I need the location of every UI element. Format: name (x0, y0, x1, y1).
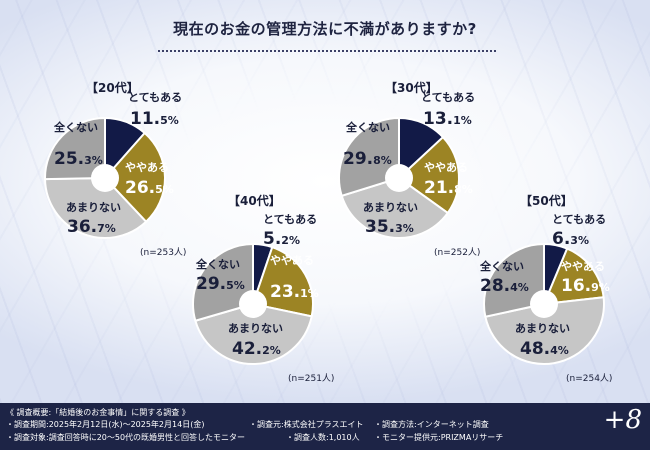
slice-value-label: 23.1% (270, 282, 319, 302)
pie-slice-4 (44, 116, 106, 181)
slice-value-label: 29.8% (343, 149, 392, 169)
slice-category-label: あまりない (363, 201, 418, 214)
page-title: 現在のお金の管理方法に不満がありますか? (173, 20, 477, 38)
pie-chart-30s: 【30代】とてもある 13.1% ややある 21.8% あまりない 35.3% 全くない 29… (338, 80, 480, 258)
charts-area: 【20代】とてもある11.5%ややある26.5%あまりない36.7%全くない25… (43, 80, 612, 384)
pie-slice-3 (484, 296, 605, 365)
slice-value-label: 42.2% (232, 339, 281, 359)
footer-row-2: ・調査対象:調査回答時に20〜50代の既婚男性と回答したモニター ・調査人数:1… (6, 432, 606, 444)
slice-category-label: あまりない (66, 201, 121, 214)
pie-center-hole (239, 290, 267, 318)
slice-value-label: 5.2% (263, 229, 300, 249)
slice-category-label: ややある (561, 260, 605, 273)
title-dotted-rule (158, 50, 496, 52)
pie-chart-40s: 【40代】とてもある 5.2% ややある 23.1% あまりない 42.2% 全くない 29.… (192, 193, 334, 384)
footer-source: ・調査元:株式会社プラスエイト (249, 420, 364, 429)
footer-method: ・調査方法:インターネット調査 (374, 420, 489, 429)
slice-value-label: 13.1% (423, 109, 472, 129)
footer-heading: 《 調査概要:「結婚後のお金事情」に関する調査 》 (6, 408, 190, 417)
pie-chart-50s: 【50代】とてもある 6.3% ややある 16.9% あまりない 48.4% 全くない 28.… (479, 193, 612, 384)
pie-slice-2 (397, 135, 460, 215)
pie-center-hole (91, 164, 119, 192)
slice-category-label: あまりない (228, 322, 283, 335)
sample-size-label: (n=251人) (288, 373, 334, 384)
pie-center-hole (530, 290, 558, 318)
brand-logo: +8 (603, 405, 642, 435)
slice-category-label: 全くない (53, 120, 98, 134)
slice-value-label: 36.7% (67, 217, 116, 237)
pie-group-label: 【40代】 (228, 193, 281, 208)
slice-value-label: 48.4% (520, 339, 569, 359)
slice-value-label: 21.8% (424, 178, 473, 198)
slice-category-label: とてもある (552, 213, 606, 226)
sample-size-label: (n=253人) (140, 247, 186, 258)
slice-value-label: 6.3% (552, 229, 589, 249)
pie-slice-4 (483, 242, 545, 318)
pie-chart-20s: 【20代】とてもある 11.5% ややある 26.5% あまりない 36.7% 全くない 25… (43, 80, 186, 258)
slice-category-label: とてもある (128, 91, 182, 104)
pie-slice-2 (542, 247, 605, 306)
slice-category-label: とてもある (421, 91, 475, 104)
footer-target: ・調査対象:調査回答時に20〜50代の既婚男性と回答したモニター (6, 433, 246, 442)
footer-count: ・調査人数:1,010人 (286, 433, 360, 442)
slice-value-label: 25.3% (54, 149, 103, 169)
slice-category-label: とてもある (263, 213, 317, 226)
footer-provider: ・モニター提供元:PRIZMAリサーチ (374, 433, 504, 442)
slice-category-label: ややある (125, 161, 169, 174)
pie-slice-4 (338, 116, 400, 198)
slice-value-label: 11.5% (130, 109, 179, 129)
footer-period: ・調査期間:2025年2月12日(水)〜2025年2月14日(金) (6, 420, 205, 429)
slice-category-label: ややある (270, 254, 314, 267)
pie-slice-3 (194, 302, 313, 365)
sample-size-label: (n=252人) (434, 247, 480, 258)
survey-footer: 《 調査概要:「結婚後のお金事情」に関する調査 》 ・調査期間:2025年2月1… (0, 403, 650, 450)
slice-category-label: 全くない (479, 259, 524, 273)
slice-category-label: 全くない (195, 257, 240, 271)
slice-category-label: 全くない (345, 120, 390, 134)
pie-slice-4 (192, 242, 254, 322)
slice-category-label: ややある (424, 161, 468, 174)
footer-row-1: ・調査期間:2025年2月12日(水)〜2025年2月14日(金) ・調査元:株… (6, 419, 606, 431)
pie-group-label: 【30代】 (385, 80, 438, 95)
slice-value-label: 35.3% (365, 217, 414, 237)
slice-category-label: あまりない (515, 322, 570, 335)
slice-value-label: 26.5% (125, 178, 174, 198)
pie-slice-2 (251, 245, 314, 318)
sample-size-label: (n=254人) (566, 373, 612, 384)
pie-group-label: 【50代】 (520, 193, 573, 208)
pie-slice-3 (43, 176, 148, 239)
pie-center-hole (385, 164, 413, 192)
pie-group-label: 【20代】 (86, 80, 139, 95)
slice-value-label: 28.4% (480, 276, 529, 296)
pie-slice-2 (103, 131, 166, 224)
slice-value-label: 29.5% (196, 274, 245, 294)
pie-slice-3 (340, 176, 450, 239)
slice-value-label: 16.9% (561, 276, 610, 296)
